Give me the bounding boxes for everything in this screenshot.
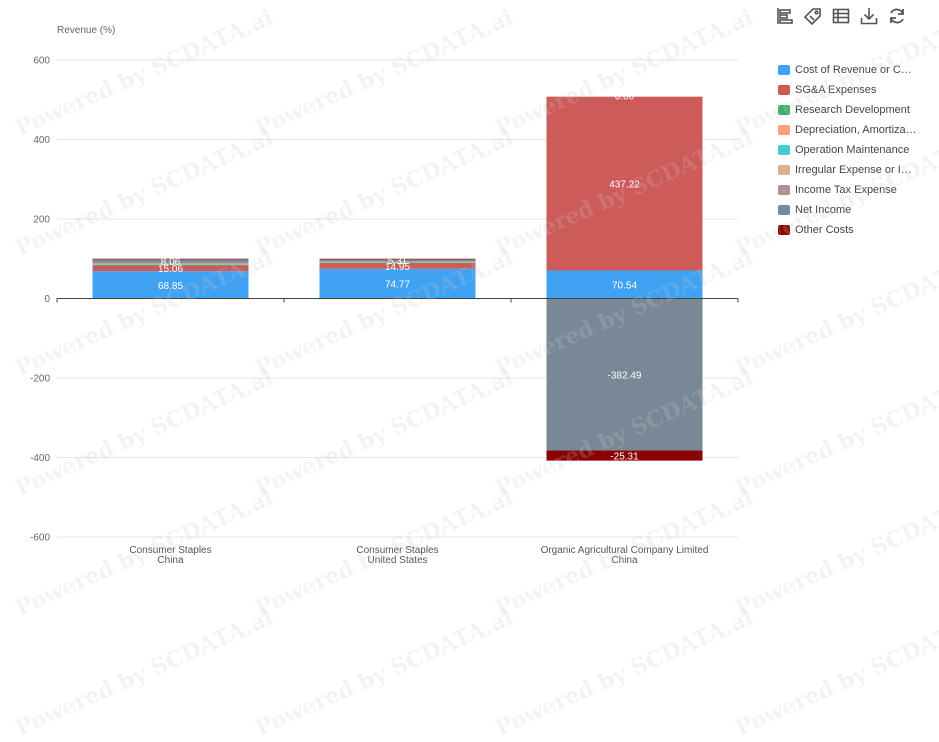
legend-item[interactable]: Operation Maintenance <box>778 140 917 160</box>
watermark-text: Powered by SCDATA.ai <box>251 604 518 742</box>
chart-toolbar <box>774 5 908 27</box>
y-tick-label: 0 <box>44 294 50 305</box>
bar-segment[interactable] <box>92 264 249 266</box>
bar-segment[interactable] <box>319 268 476 299</box>
data-labels: 68.85 15.068.06 74.77 14.955.31 70.54 437.22 -… <box>158 92 642 463</box>
chart-legend: Cost of Revenue or COGS SG&A Expenses Rese… <box>778 60 917 240</box>
legend-swatch <box>778 65 790 75</box>
y-tick-label: 600 <box>33 56 50 67</box>
legend-item[interactable]: SG&A Expenses <box>778 80 917 100</box>
bar-segment[interactable] <box>92 262 249 264</box>
watermark-text: Powered by SCDATA.ai <box>731 604 939 742</box>
bar-segment[interactable] <box>92 264 249 265</box>
bar-segment[interactable] <box>92 259 249 263</box>
bar-segment[interactable] <box>92 263 249 265</box>
legend-item[interactable]: Irregular Expense or Income <box>778 160 917 180</box>
legend-swatch <box>778 85 790 95</box>
legend-swatch <box>778 105 790 115</box>
bar-segment[interactable] <box>546 96 703 271</box>
watermark-text: Powered by SCDATA.ai <box>491 604 758 742</box>
legend-label: Net Income <box>795 204 852 216</box>
bar-segment[interactable] <box>92 265 249 272</box>
x-tick-label: China <box>157 555 184 566</box>
bar-segment[interactable] <box>546 450 703 461</box>
data-label: 0.00 <box>615 92 635 103</box>
watermark-text: Powered by SCDATA.ai <box>11 604 278 742</box>
bar-segment[interactable] <box>319 259 476 262</box>
data-label: 15.06 <box>158 264 183 275</box>
bar-segment[interactable] <box>92 258 249 260</box>
legend-swatch <box>778 125 790 135</box>
bar-segment[interactable] <box>319 258 476 260</box>
legend-item[interactable]: Depreciation, Amortization <box>778 120 917 140</box>
bar-segment[interactable] <box>319 262 476 263</box>
legend-label: Cost of Revenue or COGS <box>795 64 917 76</box>
data-label: 74.77 <box>385 280 410 291</box>
legend-label: Depreciation, Amortization <box>795 124 917 136</box>
x-tick-label: Consumer Staples <box>129 545 211 556</box>
bar-chart-icon[interactable] <box>774 5 796 27</box>
y-axis-label: Revenue (%) <box>57 25 115 36</box>
y-tick-label: -200 <box>30 374 50 385</box>
x-tick-label: United States <box>367 555 427 566</box>
x-axis <box>56 298 739 303</box>
table-icon[interactable] <box>830 5 852 27</box>
download-icon[interactable] <box>858 5 880 27</box>
bar-segment[interactable] <box>546 298 703 451</box>
x-tick-label: Organic Agricultural Company Limited <box>541 545 709 556</box>
legend-label: Irregular Expense or Income <box>795 164 917 176</box>
tag-icon[interactable] <box>802 5 824 27</box>
legend-swatch <box>778 205 790 215</box>
legend-item[interactable]: Research Development <box>778 100 917 120</box>
x-tick-label: China <box>611 555 638 566</box>
y-tick-label: -600 <box>30 533 50 544</box>
bar-segment[interactable] <box>546 270 703 299</box>
bars <box>92 96 703 461</box>
legend-swatch <box>778 165 790 175</box>
data-label: 14.95 <box>385 262 410 273</box>
legend-swatch <box>778 145 790 155</box>
legend-label: Other Costs <box>795 224 854 236</box>
y-tick-label: -400 <box>30 453 50 464</box>
data-label: 68.85 <box>158 281 183 292</box>
data-label: 8.06 <box>161 257 181 268</box>
legend-item[interactable]: Income Tax Expense <box>778 180 917 200</box>
legend-label: Income Tax Expense <box>795 184 897 196</box>
legend-label: SG&A Expenses <box>795 84 877 96</box>
refresh-icon[interactable] <box>886 5 908 27</box>
bar-segment[interactable] <box>319 262 476 264</box>
data-label: -25.31 <box>610 452 639 463</box>
legend-swatch <box>778 185 790 195</box>
legend-item[interactable]: Cost of Revenue or COGS <box>778 60 917 80</box>
bar-segment[interactable] <box>319 262 476 263</box>
legend-item[interactable]: Other Costs <box>778 220 917 240</box>
bar-segment[interactable] <box>319 261 476 263</box>
data-label: 70.54 <box>612 280 637 291</box>
y-axis-ticks: 600 400 200 0 -200 -400 -600 <box>30 56 50 544</box>
data-label: 5.31 <box>388 256 408 267</box>
legend-item[interactable]: Net Income <box>778 200 917 220</box>
bar-segment[interactable] <box>319 262 476 269</box>
x-tick-label: Consumer Staples <box>356 545 438 556</box>
legend-label: Research Development <box>795 104 910 116</box>
data-label: -382.49 <box>608 371 642 382</box>
legend-label: Operation Maintenance <box>795 144 910 156</box>
data-label: 437.22 <box>609 180 640 191</box>
y-tick-label: 200 <box>33 215 50 226</box>
revenue-chart: Revenue (%) 600 400 200 0 -200 -400 -600 Consu… <box>30 25 739 566</box>
bar-segment[interactable] <box>92 271 249 299</box>
legend-swatch <box>778 225 790 235</box>
y-tick-label: 400 <box>33 135 50 146</box>
